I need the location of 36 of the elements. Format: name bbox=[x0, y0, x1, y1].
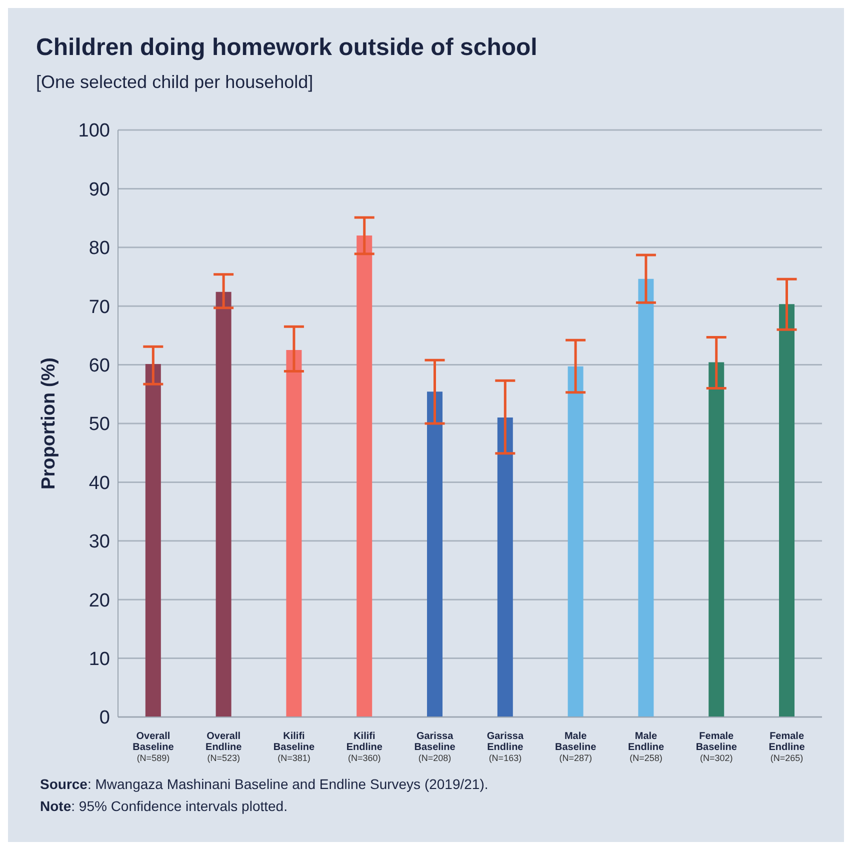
y-tick-label: 80 bbox=[88, 238, 110, 260]
bar bbox=[708, 362, 724, 717]
text: Note: 95% Confidence intervals plotted. bbox=[40, 798, 288, 814]
bar bbox=[286, 350, 302, 717]
y-tick-label: 90 bbox=[88, 179, 110, 200]
y-tick-label: 70 bbox=[88, 296, 110, 318]
bar bbox=[145, 364, 161, 717]
y-tick-label: 100 bbox=[78, 120, 110, 142]
x-tick-label: Garissa Endline (N=163) bbox=[486, 731, 524, 763]
x-tick-label: Overall Endline (N=523) bbox=[206, 731, 242, 763]
bar bbox=[497, 417, 513, 717]
chart-subtitle: [One selected child per household] bbox=[36, 72, 314, 93]
x-tick-label: Kilifi Endline (N=360) bbox=[346, 731, 383, 763]
bar bbox=[427, 392, 443, 717]
x-tick-label: Kilifi Baseline (N=381) bbox=[273, 731, 315, 763]
x-tick-label: Garissa Baseline (N=208) bbox=[414, 731, 456, 763]
y-tick-label: 60 bbox=[88, 356, 110, 377]
x-tick-label: Overall Baseline (N=589) bbox=[132, 731, 174, 763]
x-tick-label: Male Baseline (N=287) bbox=[555, 731, 597, 763]
bar bbox=[356, 235, 372, 717]
y-tick-label: 30 bbox=[88, 532, 110, 553]
y-tick-label: 0 bbox=[99, 708, 110, 729]
y-tick-label: 50 bbox=[88, 414, 110, 436]
x-tick-label: Female Baseline (N=302) bbox=[696, 731, 738, 763]
bar bbox=[568, 366, 584, 717]
source-note: Source: Mwangaza Mashinani Baseline and Endline Surveys (2019/21). bbox=[40, 776, 488, 792]
x-tick-label: Female Endline (N=265) bbox=[768, 731, 806, 763]
y-tick-label: 40 bbox=[88, 472, 110, 494]
y-tick-label: 20 bbox=[88, 590, 110, 612]
y-tick-label: 10 bbox=[88, 649, 110, 670]
y-axis-title: Proportion (%) bbox=[38, 358, 60, 490]
bar bbox=[638, 278, 654, 717]
bar bbox=[779, 304, 795, 717]
chart-title: Children doing homework outside of school bbox=[36, 34, 538, 62]
bar bbox=[216, 292, 232, 717]
x-tick-label: Male Endline (N=258) bbox=[628, 731, 664, 763]
